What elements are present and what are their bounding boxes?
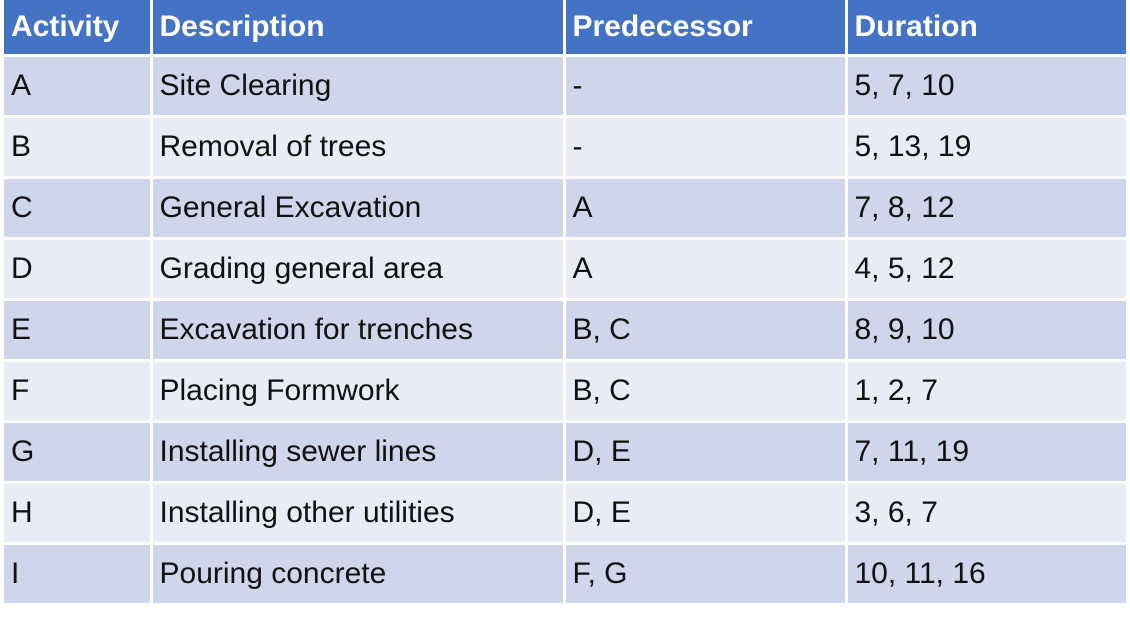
cell-duration: 1, 2, 7 — [846, 360, 1126, 423]
cell-predecessor: F, G — [564, 543, 848, 606]
cell-activity: C — [4, 177, 153, 240]
cell-predecessor: A — [564, 177, 848, 240]
cell-activity: I — [4, 543, 153, 606]
header-duration: Duration — [846, 0, 1126, 57]
cell-activity: D — [4, 238, 153, 301]
table-row: I Pouring concrete F, G 10, 11, 16 — [4, 543, 1126, 606]
table-row: E Excavation for trenches B, C 8, 9, 10 — [4, 299, 1126, 362]
table-row: C General Excavation A 7, 8, 12 — [4, 177, 1126, 240]
cell-duration: 3, 6, 7 — [846, 482, 1126, 545]
cell-predecessor: - — [564, 55, 848, 118]
table-row: G Installing sewer lines D, E 7, 11, 19 — [4, 421, 1126, 484]
header-predecessor: Predecessor — [564, 0, 848, 57]
cell-activity: H — [4, 482, 153, 545]
cell-duration: 5, 13, 19 — [846, 116, 1126, 179]
cell-duration: 4, 5, 12 — [846, 238, 1126, 301]
cell-activity: G — [4, 421, 153, 484]
cell-activity: B — [4, 116, 153, 179]
table-row: H Installing other utilities D, E 3, 6, … — [4, 482, 1126, 545]
table-body: A Site Clearing - 5, 7, 10 B Removal of … — [4, 55, 1126, 606]
cell-description: Installing other utilities — [151, 482, 566, 545]
cell-description: Pouring concrete — [151, 543, 566, 606]
cell-predecessor: B, C — [564, 360, 848, 423]
cell-description: Grading general area — [151, 238, 566, 301]
cell-duration: 8, 9, 10 — [846, 299, 1126, 362]
header-description: Description — [151, 0, 566, 57]
header-row: Activity Description Predecessor Duratio… — [4, 0, 1126, 57]
cell-duration: 7, 8, 12 — [846, 177, 1126, 240]
cell-predecessor: A — [564, 238, 848, 301]
cell-duration: 5, 7, 10 — [846, 55, 1126, 118]
activity-table: Activity Description Predecessor Duratio… — [4, 0, 1126, 606]
table-row: B Removal of trees - 5, 13, 19 — [4, 116, 1126, 179]
header-activity: Activity — [4, 0, 153, 57]
cell-description: General Excavation — [151, 177, 566, 240]
cell-description: Placing Formwork — [151, 360, 566, 423]
table-row: F Placing Formwork B, C 1, 2, 7 — [4, 360, 1126, 423]
table-row: D Grading general area A 4, 5, 12 — [4, 238, 1126, 301]
cell-activity: F — [4, 360, 153, 423]
cell-predecessor: B, C — [564, 299, 848, 362]
cell-description: Installing sewer lines — [151, 421, 566, 484]
cell-duration: 10, 11, 16 — [846, 543, 1126, 606]
cell-description: Excavation for trenches — [151, 299, 566, 362]
cell-duration: 7, 11, 19 — [846, 421, 1126, 484]
table-row: A Site Clearing - 5, 7, 10 — [4, 55, 1126, 118]
cell-description: Site Clearing — [151, 55, 566, 118]
cell-activity: A — [4, 55, 153, 118]
table-header: Activity Description Predecessor Duratio… — [4, 0, 1126, 57]
cell-predecessor: - — [564, 116, 848, 179]
cell-activity: E — [4, 299, 153, 362]
cell-predecessor: D, E — [564, 421, 848, 484]
cell-predecessor: D, E — [564, 482, 848, 545]
cell-description: Removal of trees — [151, 116, 566, 179]
